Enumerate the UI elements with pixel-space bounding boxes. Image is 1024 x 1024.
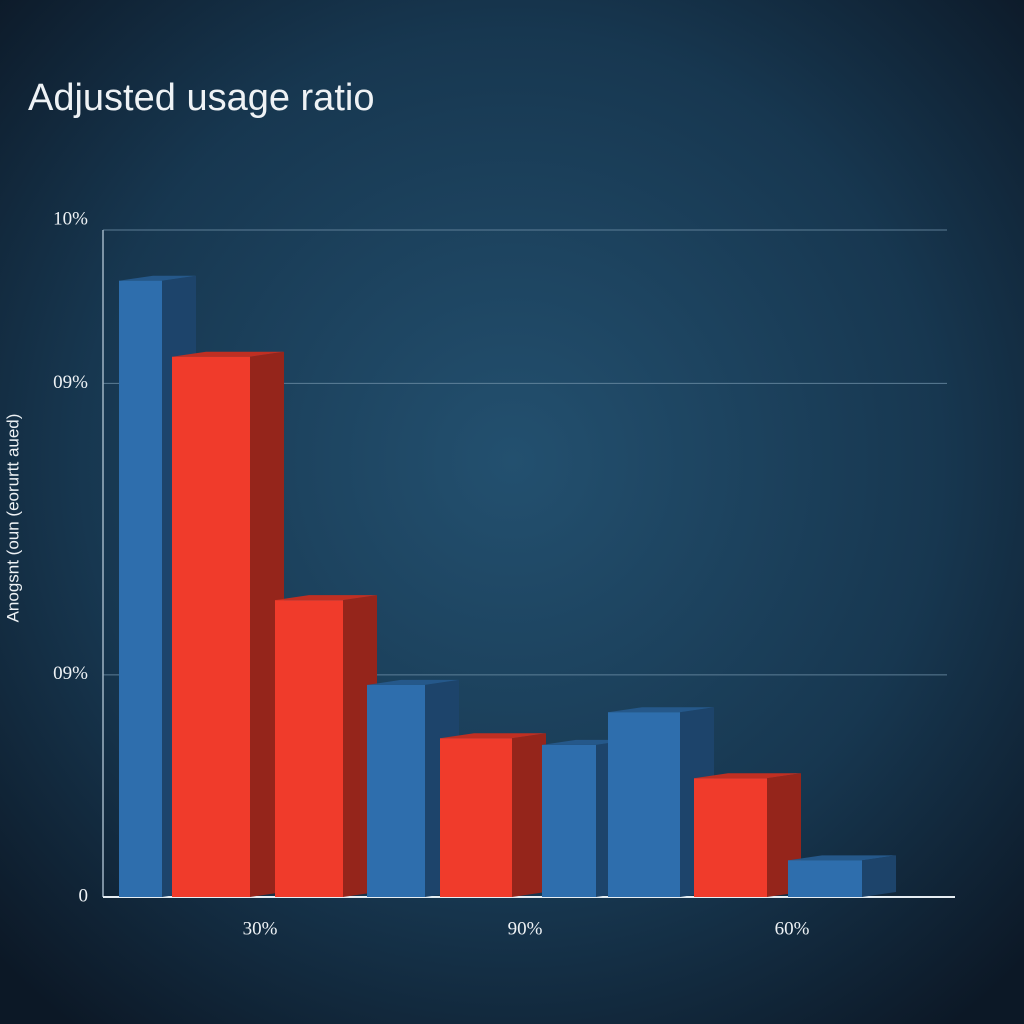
y-axis-label: Anogsnt (oun (eorurtt aued) [3,414,22,623]
bar-top [440,733,546,739]
bar [788,860,862,897]
x-tick-label: 30% [243,918,278,939]
bar-side [862,855,896,897]
bar [119,280,162,897]
bar [694,778,767,897]
bar-top [367,679,459,685]
bar [608,712,680,897]
bar [275,600,343,897]
y-tick-label: 09% [53,663,88,684]
bar [172,356,250,898]
bar-top [119,275,196,281]
bar-top [694,773,801,779]
bar-top [275,595,377,601]
bar-side [512,733,546,897]
bar [542,744,596,897]
bar-top [788,855,896,861]
y-tick-label: 10% [53,208,88,229]
chart-title: Adjusted usage ratio [28,77,374,119]
x-tick-label: 90% [508,918,543,939]
bar-top [172,351,284,357]
bar [367,684,425,897]
y-tick-label: 09% [53,372,88,393]
x-tick-label: 60% [775,918,810,939]
y-tick-label: 0 [79,885,89,906]
bar-top [608,707,714,713]
bar [440,738,512,897]
